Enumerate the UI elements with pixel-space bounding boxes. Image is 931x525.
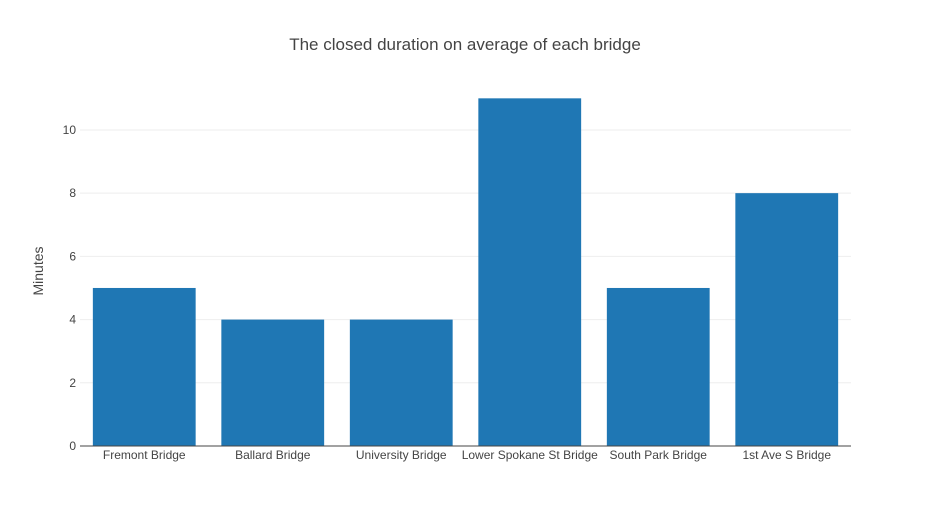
y-tick-label: 10 <box>63 123 77 137</box>
bar[interactable] <box>92 287 196 446</box>
bars <box>92 98 839 446</box>
bar[interactable] <box>478 98 582 446</box>
y-axis-label: Minutes <box>30 246 46 295</box>
gridlines <box>80 129 851 384</box>
y-tick-label: 0 <box>69 439 76 453</box>
bar[interactable] <box>606 287 710 446</box>
y-tick-label: 8 <box>69 186 76 200</box>
x-tick-label: Lower Spokane St Bridge <box>462 448 598 462</box>
x-tick-label: 1st Ave S Bridge <box>743 448 832 462</box>
x-tick-label: Ballard Bridge <box>235 448 311 462</box>
x-tick-label: Fremont Bridge <box>103 448 186 462</box>
y-tick-label: 2 <box>69 376 76 390</box>
bar[interactable] <box>349 319 453 446</box>
bar[interactable] <box>221 319 325 446</box>
x-tick-label: University Bridge <box>356 448 447 462</box>
chart-title: The closed duration on average of each b… <box>289 35 641 54</box>
axes: 0 2 4 6 8 10 Fremont Bridge Ballard Bridge Unive… <box>63 123 851 462</box>
y-tick-label: 4 <box>69 313 76 327</box>
x-tick-label: South Park Bridge <box>610 448 708 462</box>
y-tick-label: 6 <box>69 249 76 263</box>
bar[interactable] <box>735 193 839 446</box>
